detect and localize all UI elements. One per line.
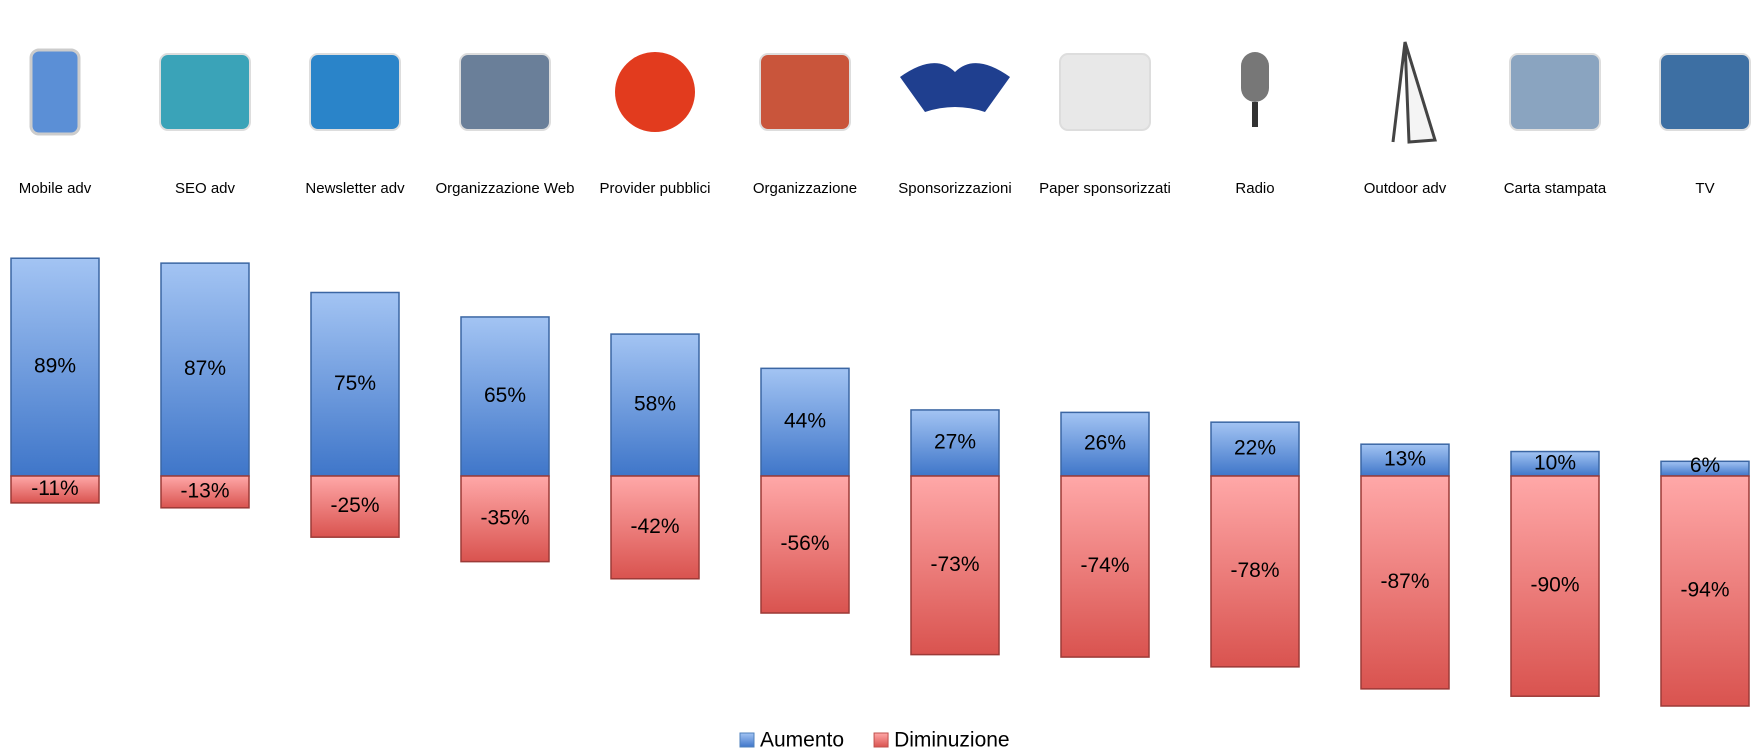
category-icon bbox=[1510, 54, 1600, 130]
value-label: 87% bbox=[184, 357, 226, 380]
icon-shape bbox=[900, 63, 1010, 112]
value-label: -94% bbox=[1680, 579, 1729, 602]
icon-shape bbox=[1241, 52, 1269, 102]
x-tick-label: Outdoor adv bbox=[1364, 180, 1447, 197]
value-label: -56% bbox=[780, 532, 829, 555]
legend-swatch bbox=[874, 733, 888, 747]
chart: Mobile adv 89% -11% SEO adv 87% -13% Newslette… bbox=[0, 0, 1758, 752]
value-label: -13% bbox=[180, 479, 229, 502]
value-label: -74% bbox=[1080, 554, 1129, 577]
x-tick-label: Carta stampata bbox=[1504, 180, 1607, 197]
category-icon bbox=[31, 50, 79, 134]
value-label: -42% bbox=[630, 515, 679, 538]
icon-shape bbox=[760, 54, 850, 130]
value-label: -35% bbox=[480, 506, 529, 529]
value-label: 10% bbox=[1534, 451, 1576, 474]
category-icon bbox=[1393, 42, 1435, 142]
value-label: 89% bbox=[34, 355, 76, 378]
x-tick-label: Organizzazione bbox=[753, 180, 857, 197]
icon-shape bbox=[1252, 102, 1258, 127]
icon-shape bbox=[1510, 54, 1600, 130]
x-tick-label: Organizzazione Web bbox=[436, 180, 575, 197]
value-label: 44% bbox=[784, 410, 826, 433]
value-label: -25% bbox=[330, 494, 379, 517]
value-label: 26% bbox=[1084, 432, 1126, 455]
category-icon bbox=[160, 54, 250, 130]
icon-shape bbox=[160, 54, 250, 130]
x-tick-label: SEO adv bbox=[175, 180, 236, 197]
x-tick-label: Newsletter adv bbox=[305, 180, 405, 197]
category-icon bbox=[900, 63, 1010, 112]
value-label: -87% bbox=[1380, 570, 1429, 593]
icon-shape bbox=[1060, 54, 1150, 130]
value-label: 65% bbox=[484, 384, 526, 407]
icon-shape bbox=[310, 54, 400, 130]
legend-swatch bbox=[740, 733, 754, 747]
x-tick-label: Provider pubblici bbox=[600, 180, 711, 197]
x-tick-label: Mobile adv bbox=[19, 180, 92, 197]
category-icon bbox=[760, 54, 850, 130]
icon-shape bbox=[1393, 42, 1435, 142]
value-label: -11% bbox=[31, 477, 78, 500]
category-icon bbox=[460, 54, 550, 130]
category-icon bbox=[1241, 52, 1269, 127]
category-icon bbox=[1660, 54, 1750, 130]
category-icon bbox=[1060, 54, 1150, 130]
icon-shape bbox=[460, 54, 550, 130]
value-label: 27% bbox=[934, 431, 976, 454]
x-tick-label: TV bbox=[1695, 180, 1714, 197]
category-icon bbox=[615, 52, 695, 132]
value-label: 58% bbox=[634, 393, 676, 416]
value-label: -78% bbox=[1230, 559, 1279, 582]
legend-label: Aumento bbox=[760, 729, 844, 752]
icon-shape bbox=[615, 52, 695, 132]
value-label: 6% bbox=[1690, 454, 1720, 477]
x-tick-label: Sponsorizzazioni bbox=[898, 180, 1011, 197]
value-label: 13% bbox=[1384, 448, 1426, 471]
x-tick-label: Paper sponsorizzati bbox=[1039, 180, 1171, 197]
icon-shape bbox=[1660, 54, 1750, 130]
icon-shape bbox=[31, 50, 79, 134]
value-label: -73% bbox=[930, 553, 979, 576]
value-label: -90% bbox=[1530, 574, 1579, 597]
category-icon bbox=[310, 54, 400, 130]
value-label: 75% bbox=[334, 372, 376, 395]
legend-label: Diminuzione bbox=[894, 729, 1010, 752]
value-label: 22% bbox=[1234, 437, 1276, 460]
x-tick-label: Radio bbox=[1235, 180, 1274, 197]
